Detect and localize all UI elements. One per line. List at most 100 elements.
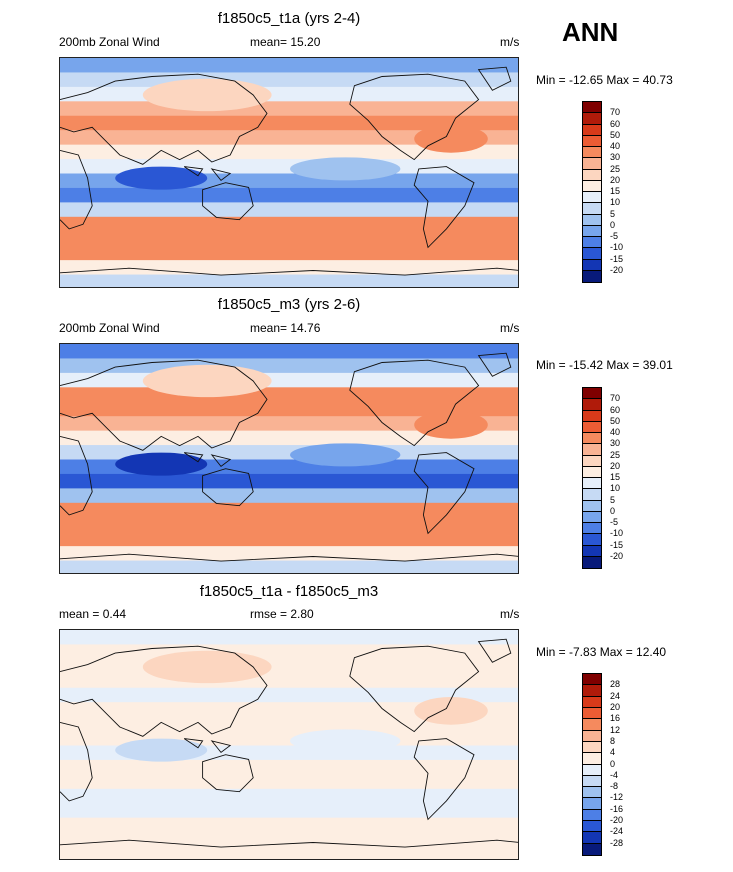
colorbar-label: 4: [610, 747, 616, 758]
field-band: [60, 560, 518, 573]
coastline: [477, 352, 512, 377]
coastline: [413, 166, 475, 249]
field-band: [60, 344, 518, 360]
panel-2-mean: mean= 14.76: [250, 321, 321, 335]
panel-2-title: f1850c5_m3 (yrs 2-6): [217, 296, 361, 313]
colorbar-label: 30: [610, 152, 621, 163]
colorbar-swatch: [583, 523, 601, 535]
colorbar-label: -24: [610, 826, 624, 837]
panel-2-field: [60, 344, 518, 573]
field-band: [60, 546, 518, 562]
panel-1-units: m/s: [500, 35, 520, 49]
panel-3-map: [59, 629, 519, 860]
colorbar-swatch: [583, 719, 601, 731]
panel-2-minmax: Min = -15.42 Max = 39.01: [536, 358, 673, 372]
colorbar-label: -5: [610, 517, 619, 527]
coastline: [202, 182, 254, 221]
colorbar-label: -10: [610, 528, 624, 539]
colorbar-swatch: [583, 399, 601, 411]
colorbar-label: 0: [610, 505, 616, 516]
colorbar-swatch: [583, 821, 601, 833]
coastline: [60, 267, 518, 276]
colorbar-label: 15: [610, 472, 621, 482]
panel-1-map: [59, 57, 519, 288]
field-anomaly: [290, 157, 401, 181]
field-band: [60, 58, 518, 74]
colorbar-swatch: [583, 444, 601, 456]
colorbar-label: 40: [610, 141, 621, 151]
colorbar-label: -20: [610, 815, 624, 826]
panel-1-left-label: 200mb Zonal Wind: [59, 35, 160, 49]
field-band: [60, 702, 518, 718]
coastline: [477, 66, 512, 91]
field-band: [60, 101, 518, 117]
field-band: [60, 245, 518, 261]
colorbar-swatch: [583, 534, 601, 546]
colorbar-swatch: [583, 270, 601, 282]
colorbar-swatch: [583, 180, 601, 192]
colorbar-swatch: [583, 674, 601, 686]
field-band: [60, 687, 518, 703]
coastline: [183, 166, 204, 177]
colorbar-label: 15: [610, 186, 621, 196]
colorbar-swatch: [583, 248, 601, 260]
colorbar-swatch: [583, 556, 601, 568]
field-anomaly: [290, 443, 401, 467]
colorbar-label: 30: [610, 438, 621, 449]
field-anomaly: [142, 78, 272, 112]
colorbar-swatch: [583, 787, 601, 799]
field-band: [60, 372, 518, 388]
field-band: [60, 630, 518, 646]
colorbar-swatch: [583, 489, 601, 501]
field-band: [60, 488, 518, 504]
panel-3-field: [60, 630, 518, 859]
field-anomaly: [290, 729, 401, 753]
colorbar-label: 50: [610, 415, 621, 426]
colorbar-swatch: [583, 809, 601, 822]
colorbar-swatch: [583, 478, 601, 490]
field-band: [60, 658, 518, 674]
colorbar-swatch: [583, 169, 601, 181]
colorbar-label: 70: [610, 393, 621, 404]
colorbar-label: 60: [610, 118, 621, 129]
colorbar-swatch: [583, 843, 601, 855]
field-band: [60, 531, 518, 547]
coastline: [183, 452, 204, 463]
colorbar-label: 60: [610, 404, 621, 415]
field-anomaly: [414, 696, 488, 725]
colorbar-swatch: [583, 730, 601, 742]
coastline: [60, 359, 268, 451]
colorbar-swatch: [583, 113, 601, 125]
colorbar-label: -5: [610, 231, 619, 241]
colorbar-label: -12: [610, 792, 624, 803]
colorbar-swatch: [583, 214, 601, 226]
panel-3-colorbar: [582, 673, 602, 856]
coastline: [60, 553, 518, 562]
coastline: [210, 454, 232, 468]
panel-3-units: m/s: [500, 607, 520, 621]
colorbar-swatch: [583, 259, 601, 271]
field-band: [60, 502, 518, 518]
panel-3-mean: mean = 0.44: [59, 607, 127, 621]
field-band: [60, 115, 518, 131]
field-anomaly: [414, 410, 488, 439]
panel-1-mean: mean= 15.20: [250, 35, 321, 49]
colorbar-swatch: [583, 433, 601, 445]
coastline: [413, 738, 475, 821]
colorbar-swatch: [583, 832, 601, 844]
colorbar-swatch: [583, 410, 601, 422]
colorbar-swatch: [583, 135, 601, 147]
panel-1-minmax: Min = -12.65 Max = 40.73: [536, 73, 673, 87]
coastline: [349, 359, 480, 447]
colorbar-label: 10: [610, 197, 621, 208]
field-anomaly: [115, 452, 208, 476]
field-band: [60, 202, 518, 218]
field-band: [60, 817, 518, 833]
field-band: [60, 130, 518, 146]
coastline: [210, 168, 232, 182]
panel-1-field: [60, 58, 518, 287]
colorbar-label: -20: [610, 264, 624, 275]
field-band: [60, 416, 518, 432]
colorbar-swatch: [583, 753, 601, 765]
field-band: [60, 774, 518, 790]
